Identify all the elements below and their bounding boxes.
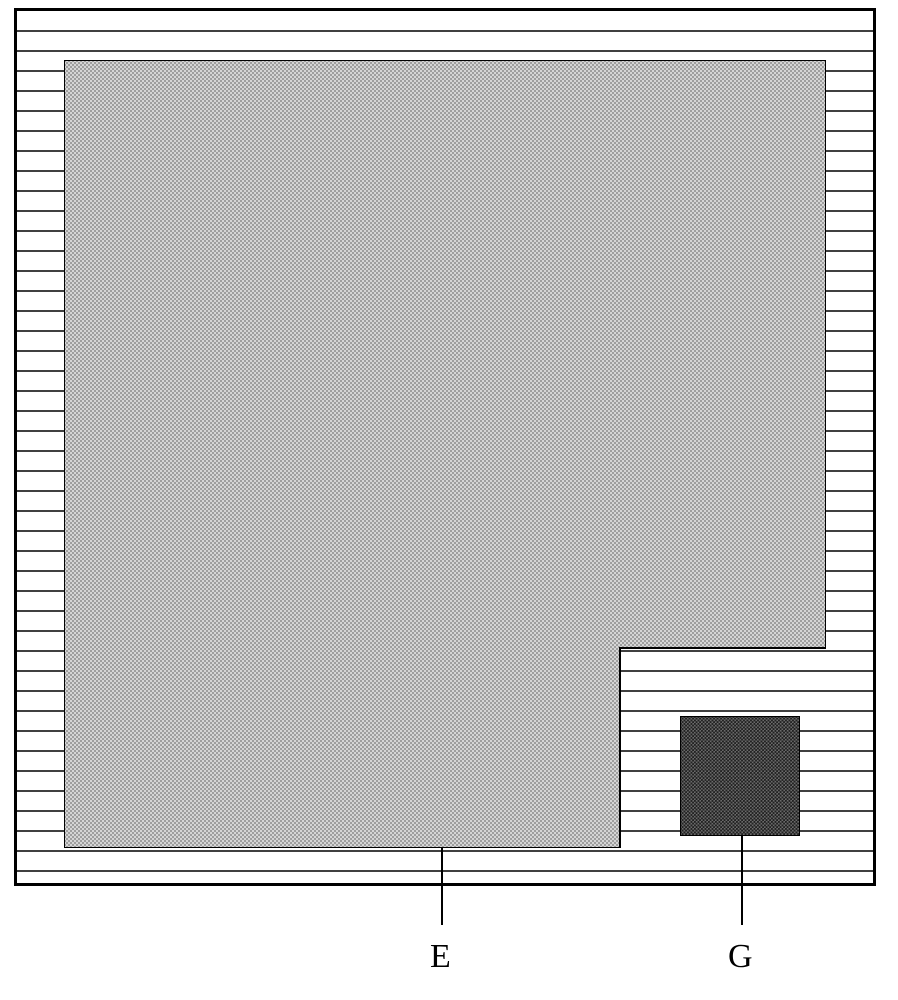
label-g: G bbox=[728, 938, 753, 976]
diagram-container: E G bbox=[0, 0, 898, 1000]
gate-pad bbox=[680, 716, 800, 836]
leader-line-g bbox=[741, 836, 743, 925]
label-e: E bbox=[430, 938, 451, 976]
leader-line-e bbox=[441, 848, 443, 925]
